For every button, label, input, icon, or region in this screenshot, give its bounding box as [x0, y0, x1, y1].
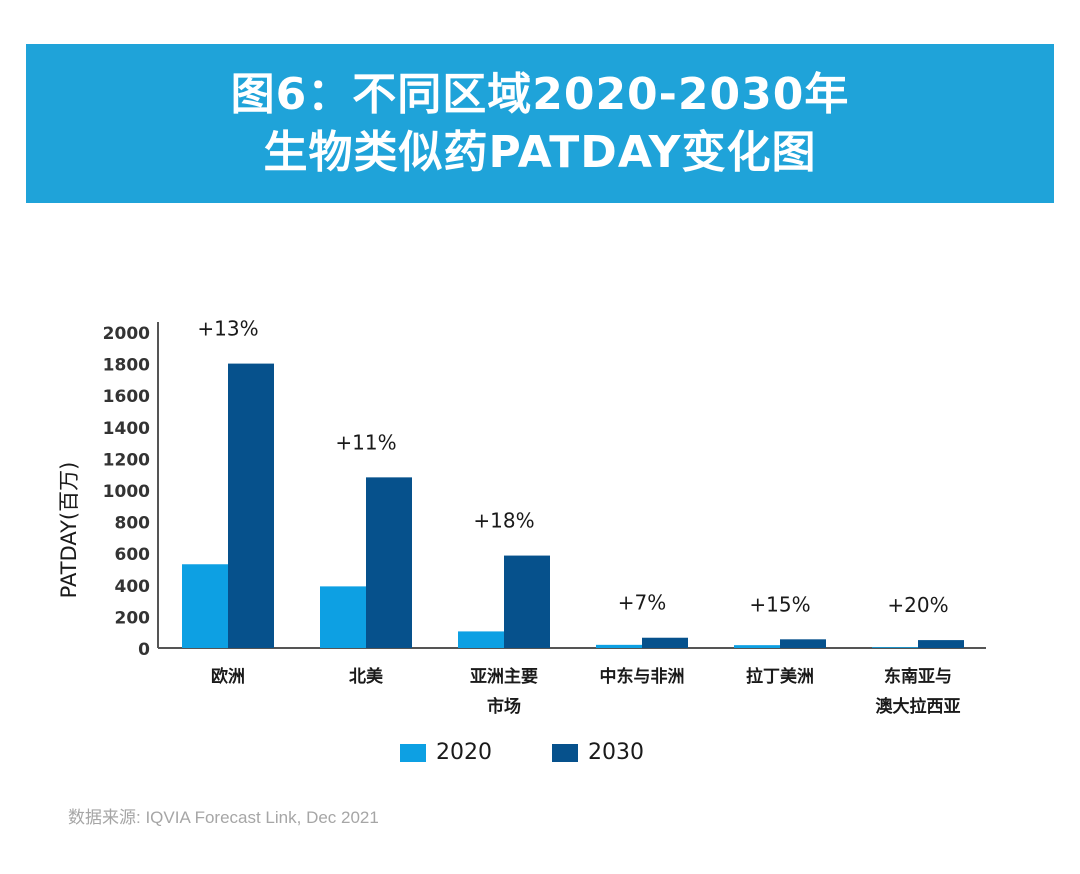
y-tick-label: 200 [115, 608, 151, 628]
bar-2020-2 [458, 631, 504, 648]
growth-label: +13% [197, 317, 258, 341]
x-category-label: 拉丁美洲 [746, 666, 814, 687]
growth-label: +18% [473, 509, 534, 533]
y-tick-label: 0 [138, 640, 150, 660]
x-category-label: 北美 [349, 666, 384, 687]
y-tick-label: 1200 [103, 450, 150, 470]
legend-swatch-2030 [552, 743, 578, 762]
legend: 2020 2030 [400, 740, 704, 765]
y-tick-label: 1600 [103, 387, 150, 407]
source-note: 数据来源: IQVIA Forecast Link, Dec 2021 [68, 808, 379, 827]
legend-label-2020: 2020 [436, 740, 492, 765]
x-category-label: 亚洲主要 [470, 666, 538, 687]
bar-2030-0 [228, 363, 274, 648]
legend-item-2020: 2020 [400, 740, 492, 765]
title-line-2: 生物类似药PATDAY变化图 [263, 126, 817, 178]
title-banner: 图6：不同区域2020-2030年 生物类似药PATDAY变化图 [26, 44, 1054, 203]
growth-label: +11% [335, 430, 396, 454]
y-axis-title: PATDAY(百万) [57, 462, 81, 599]
bar-2020-4 [734, 645, 780, 648]
bar-2020-1 [320, 586, 366, 648]
bar-2030-4 [780, 639, 826, 648]
legend-item-2030: 2030 [552, 740, 644, 765]
x-category-label: 东南亚与 [884, 666, 952, 687]
growth-label: +15% [749, 592, 810, 616]
y-tick-label: 600 [115, 545, 151, 565]
x-category-label: 中东与非洲 [600, 666, 685, 687]
bar-2030-1 [366, 477, 412, 648]
y-tick-label: 1000 [103, 482, 150, 502]
x-category-label: 欧洲 [211, 666, 245, 687]
bar-2030-3 [642, 637, 688, 648]
y-tick-label: 800 [115, 514, 151, 534]
title-line-1: 图6：不同区域2020-2030年 [230, 68, 850, 120]
bar-2030-5 [918, 640, 964, 648]
x-category-label: 市场 [487, 696, 521, 717]
y-tick-label: 1400 [103, 419, 150, 439]
y-tick-label: 400 [115, 577, 151, 597]
x-category-label: 澳大拉西亚 [876, 696, 961, 717]
y-tick-label: 2000 [103, 324, 150, 344]
y-tick-label: 1800 [103, 356, 150, 376]
legend-label-2030: 2030 [588, 740, 644, 765]
growth-label: +7% [618, 591, 667, 615]
growth-label: +20% [887, 593, 948, 617]
bar-2020-5 [872, 647, 918, 648]
bar-2020-0 [182, 564, 228, 648]
bar-2030-2 [504, 555, 550, 648]
bar-2020-3 [596, 644, 642, 648]
legend-swatch-2020 [400, 743, 426, 762]
